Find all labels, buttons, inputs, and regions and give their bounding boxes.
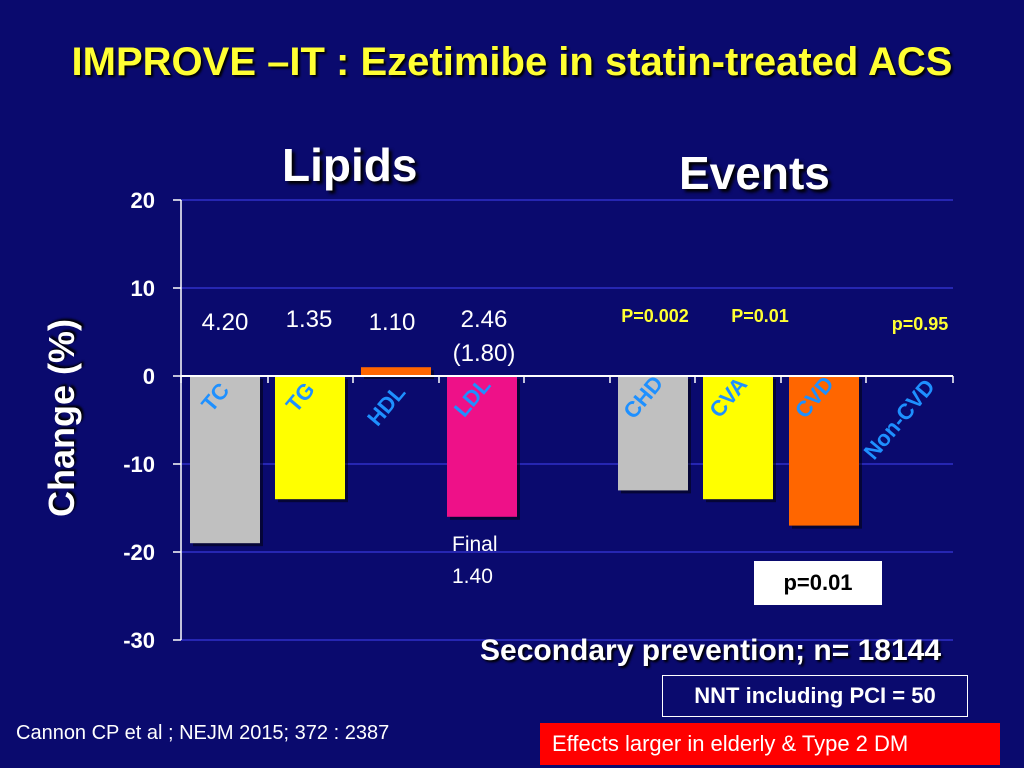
events-header: Events	[679, 147, 830, 199]
y-tick-label: -20	[123, 540, 155, 565]
citation: Cannon CP et al ; NEJM 2015; 372 : 2387	[16, 722, 390, 744]
elderly-diabetes-note: Effects larger in elderly & Type 2 DM	[540, 723, 1000, 765]
p-value-label: p=0.95	[892, 314, 949, 334]
pvalue-box: p=0.01	[754, 561, 882, 605]
bar-cvd	[789, 376, 859, 526]
bar-tc	[190, 376, 260, 544]
value-label: (1.80)	[453, 340, 516, 367]
category-label: HDL	[362, 380, 410, 431]
value-label: 1.10	[369, 309, 416, 336]
bar-chd	[618, 376, 688, 491]
p-value-label: P=0.01	[731, 306, 789, 326]
y-tick-label: 10	[131, 276, 155, 301]
final-value: 1.40	[452, 565, 493, 588]
bar-tg	[275, 376, 345, 500]
value-label: 1.35	[286, 306, 333, 333]
y-tick-label: 0	[143, 364, 155, 389]
bar-cva	[703, 376, 773, 500]
final-label: Final	[452, 533, 498, 556]
bar-ldl	[447, 376, 517, 517]
secondary-prevention-text: Secondary prevention; n= 18144	[480, 634, 942, 667]
y-tick-label: 20	[131, 188, 155, 213]
nnt-box: NNT including PCI = 50	[662, 675, 968, 717]
value-label: 4.20	[202, 309, 249, 336]
bar-hdl	[361, 367, 431, 376]
category-label: Non-CVD	[859, 374, 940, 464]
y-tick-label: -10	[123, 452, 155, 477]
slide-title: IMPROVE –IT : Ezetimibe in statin-treate…	[71, 40, 953, 84]
value-label: 2.46	[461, 306, 508, 333]
p-value-label: P=0.002	[621, 306, 689, 326]
y-tick-label: -30	[123, 628, 155, 653]
lipids-header: Lipids	[282, 139, 418, 191]
